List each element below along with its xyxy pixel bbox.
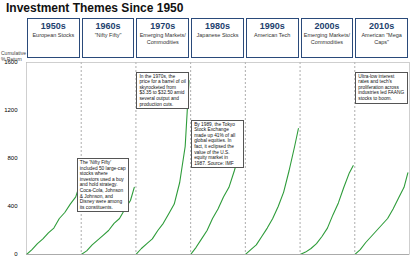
svg-text:800: 800	[7, 155, 18, 161]
svg-text:1200: 1200	[4, 107, 18, 113]
svg-text:0: 0	[14, 251, 18, 257]
svg-text:400: 400	[7, 203, 18, 209]
